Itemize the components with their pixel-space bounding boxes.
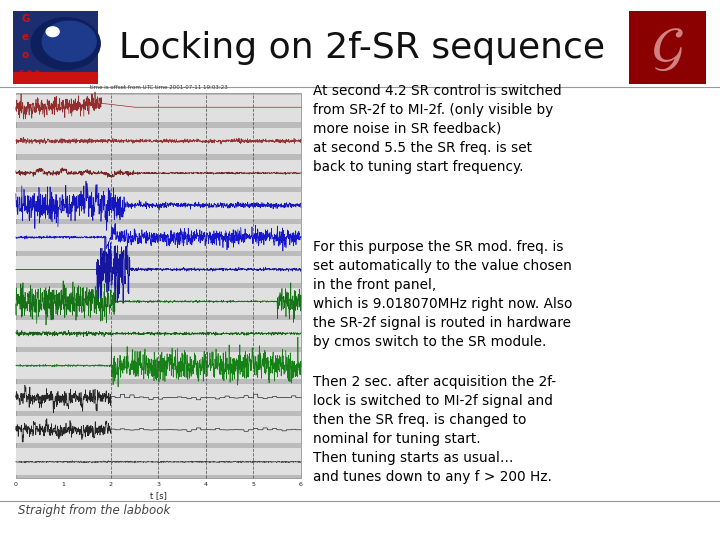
Text: e: e: [22, 32, 29, 42]
Text: For this purpose the SR mod. freq. is
set automatically to the value chosen
in t: For this purpose the SR mod. freq. is se…: [313, 240, 572, 349]
Text: 3: 3: [156, 482, 161, 487]
Bar: [16, 127, 301, 154]
Bar: [16, 288, 301, 315]
Bar: [16, 192, 301, 219]
Text: t [s]: t [s]: [150, 491, 167, 500]
Bar: [13, 11, 98, 84]
Text: 1: 1: [61, 482, 66, 487]
Bar: [16, 96, 301, 123]
Text: Straight from the labbook: Straight from the labbook: [18, 504, 170, 517]
Circle shape: [42, 21, 96, 62]
Text: $\mathcal{G}$: $\mathcal{G}$: [651, 23, 684, 75]
Circle shape: [46, 27, 59, 37]
Bar: [629, 11, 706, 84]
Bar: [16, 416, 301, 443]
Bar: [16, 256, 301, 283]
Bar: [16, 352, 301, 379]
Bar: [16, 448, 301, 475]
Text: o: o: [22, 50, 29, 59]
Text: At second 4.2 SR control is switched
from SR-2f to MI-2f. (only visible by
more : At second 4.2 SR control is switched fro…: [313, 84, 562, 173]
Text: 2: 2: [109, 482, 113, 487]
Bar: [16, 224, 301, 251]
Text: 6 0 0: 6 0 0: [19, 70, 40, 79]
Text: 4: 4: [204, 482, 208, 487]
Text: time is offset from UTC time 2001-07-11 19:03:23: time is offset from UTC time 2001-07-11 …: [89, 85, 228, 90]
Text: 0: 0: [14, 482, 18, 487]
Bar: [16, 93, 301, 478]
Bar: [16, 384, 301, 411]
Bar: [16, 160, 301, 186]
Bar: [16, 320, 301, 347]
Circle shape: [31, 18, 100, 70]
Text: 6: 6: [299, 482, 303, 487]
Text: G: G: [22, 14, 30, 24]
Text: Then 2 sec. after acquisition the 2f-
lock is switched to MI-2f signal and
then : Then 2 sec. after acquisition the 2f- lo…: [313, 375, 557, 484]
Text: 5: 5: [251, 482, 256, 487]
Text: Locking on 2f-SR sequence: Locking on 2f-SR sequence: [119, 31, 605, 64]
Bar: [13, 72, 98, 84]
